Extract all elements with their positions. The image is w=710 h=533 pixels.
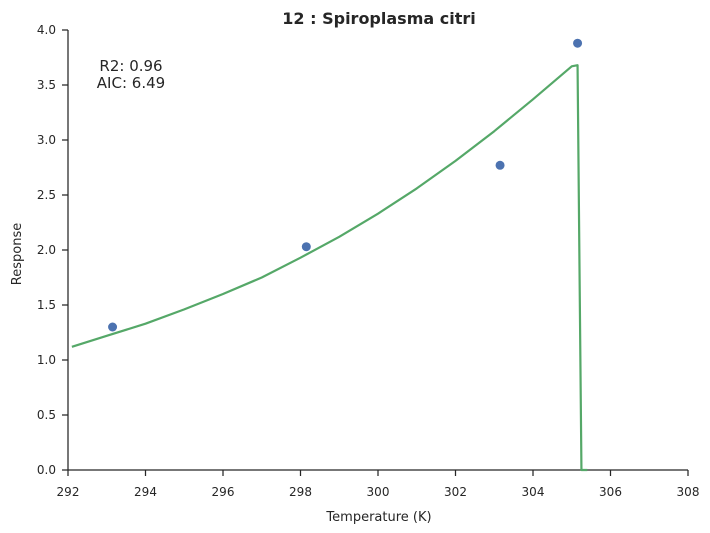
fit-curve: [71, 64, 588, 472]
x-tick-label: 300: [367, 485, 390, 499]
x-axis-label: Temperature (K): [325, 510, 431, 525]
y-axis-label: Response: [10, 223, 25, 285]
y-tick-label: 2.5: [37, 188, 56, 202]
x-tick-label: 304: [522, 485, 545, 499]
y-tick-label: 3.0: [37, 133, 56, 147]
y-tick-label: 4.0: [37, 23, 56, 37]
x-tick-label: 308: [677, 485, 700, 499]
y-tick-label: 0.5: [37, 408, 56, 422]
chart-title: 12 : Spiroplasma citri: [282, 9, 475, 28]
fit-curve-layer: [71, 64, 588, 472]
axes: 292 294 296 298 300 302 304 306 308 0.0 0.5 1.0 1.5 2…: [37, 23, 700, 499]
data-point: [301, 242, 311, 252]
y-tick-label: 2.0: [37, 243, 56, 257]
aic-label: AIC: 6.49: [97, 74, 165, 92]
x-tick-label: 298: [289, 485, 312, 499]
y-tick-label: 0.0: [37, 463, 56, 477]
x-tick-label: 296: [212, 485, 235, 499]
x-tick-label: 292: [57, 485, 80, 499]
x-tick-label: 306: [599, 485, 622, 499]
data-point: [108, 322, 118, 332]
y-tick-label: 1.5: [37, 298, 56, 312]
x-tick-label: 294: [134, 485, 157, 499]
data-point: [573, 38, 583, 48]
x-tick-label: 302: [444, 485, 467, 499]
fit-stats-annotation: R2: 0.96 AIC: 6.49: [97, 57, 165, 92]
y-tick-label: 1.0: [37, 353, 56, 367]
r2-label: R2: 0.96: [99, 57, 162, 75]
y-tick-label: 3.5: [37, 78, 56, 92]
data-points-layer: [108, 38, 583, 332]
data-point: [495, 160, 505, 170]
